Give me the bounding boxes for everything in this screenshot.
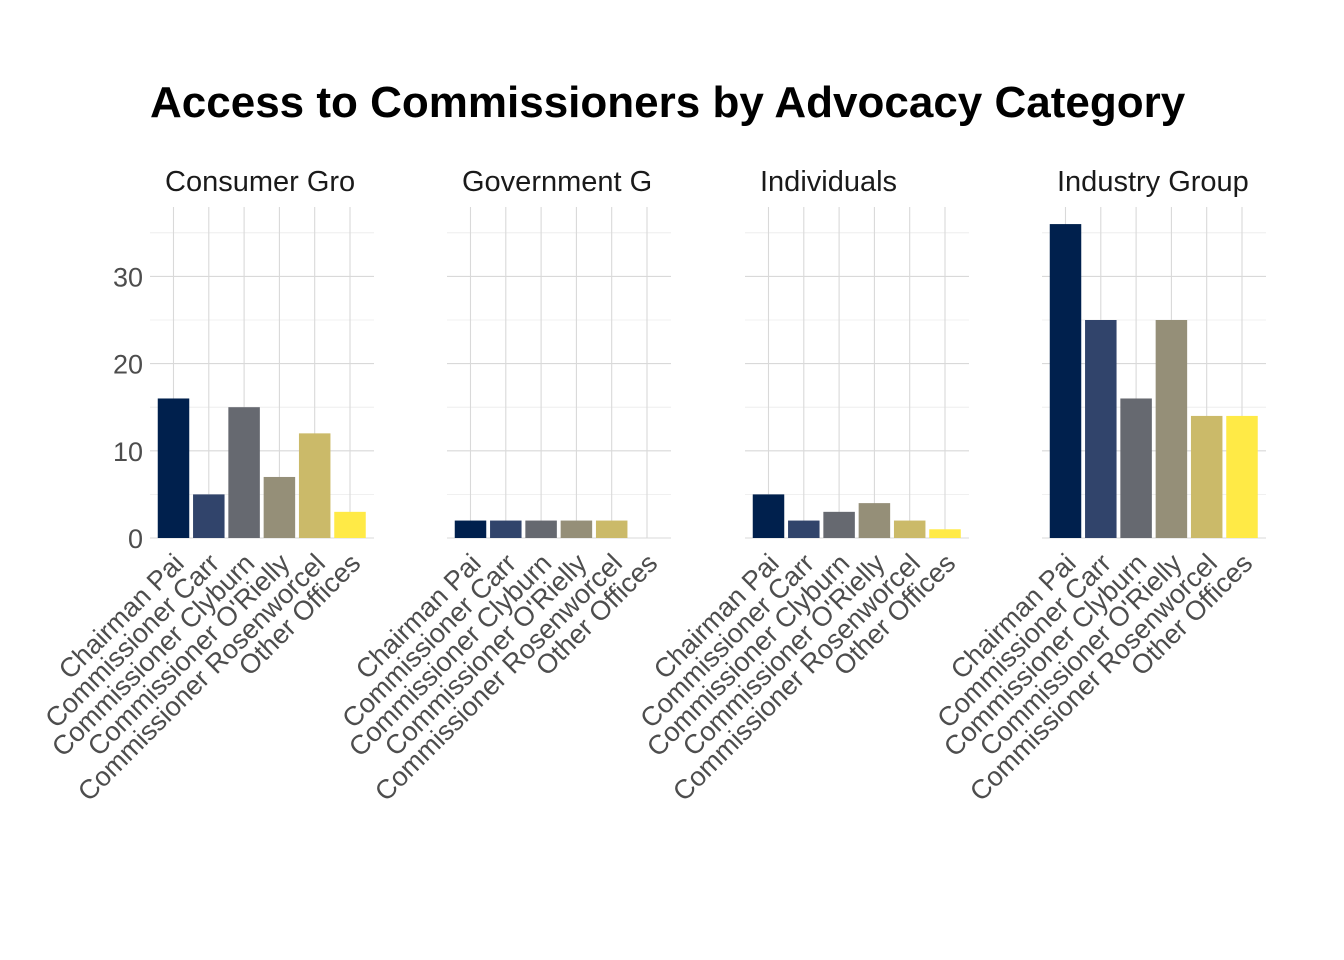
bar-0-2 [228,407,260,538]
facet-label: Government G [462,166,652,198]
bar-2-3 [858,503,891,538]
facet-label: Consumer Gro [165,166,355,198]
bar-3-1 [1085,320,1117,538]
bar-3-5 [1226,415,1258,538]
facet-label: Individuals [760,166,897,198]
bar-2-2 [823,511,855,538]
bar-3-3 [1155,320,1188,538]
bar-3-2 [1120,398,1152,538]
facet-label: Industry Group [1057,166,1249,198]
y-tick-label: 30 [113,262,143,292]
bar-0-5 [334,511,366,538]
y-tick-label: 0 [128,524,143,554]
bar-1-1 [490,520,522,538]
bar-1-0 [454,520,487,538]
bar-0-3 [263,476,296,538]
bar-0-1 [193,494,225,538]
bar-2-1 [788,520,820,538]
bar-2-4 [893,520,926,538]
chart-title: Access to Commissioners by Advocacy Cate… [150,78,1186,127]
bar-3-0 [1049,224,1082,538]
bar-0-4 [298,433,331,538]
bar-1-4 [595,520,628,538]
bar-2-0 [752,494,785,538]
bar-3-4 [1190,415,1223,538]
bar-1-2 [525,520,557,538]
bar-2-5 [929,529,961,538]
y-tick-label: 20 [113,350,143,380]
bar-1-3 [560,520,593,538]
bar-0-0 [157,398,190,538]
y-tick-label: 10 [113,437,143,467]
